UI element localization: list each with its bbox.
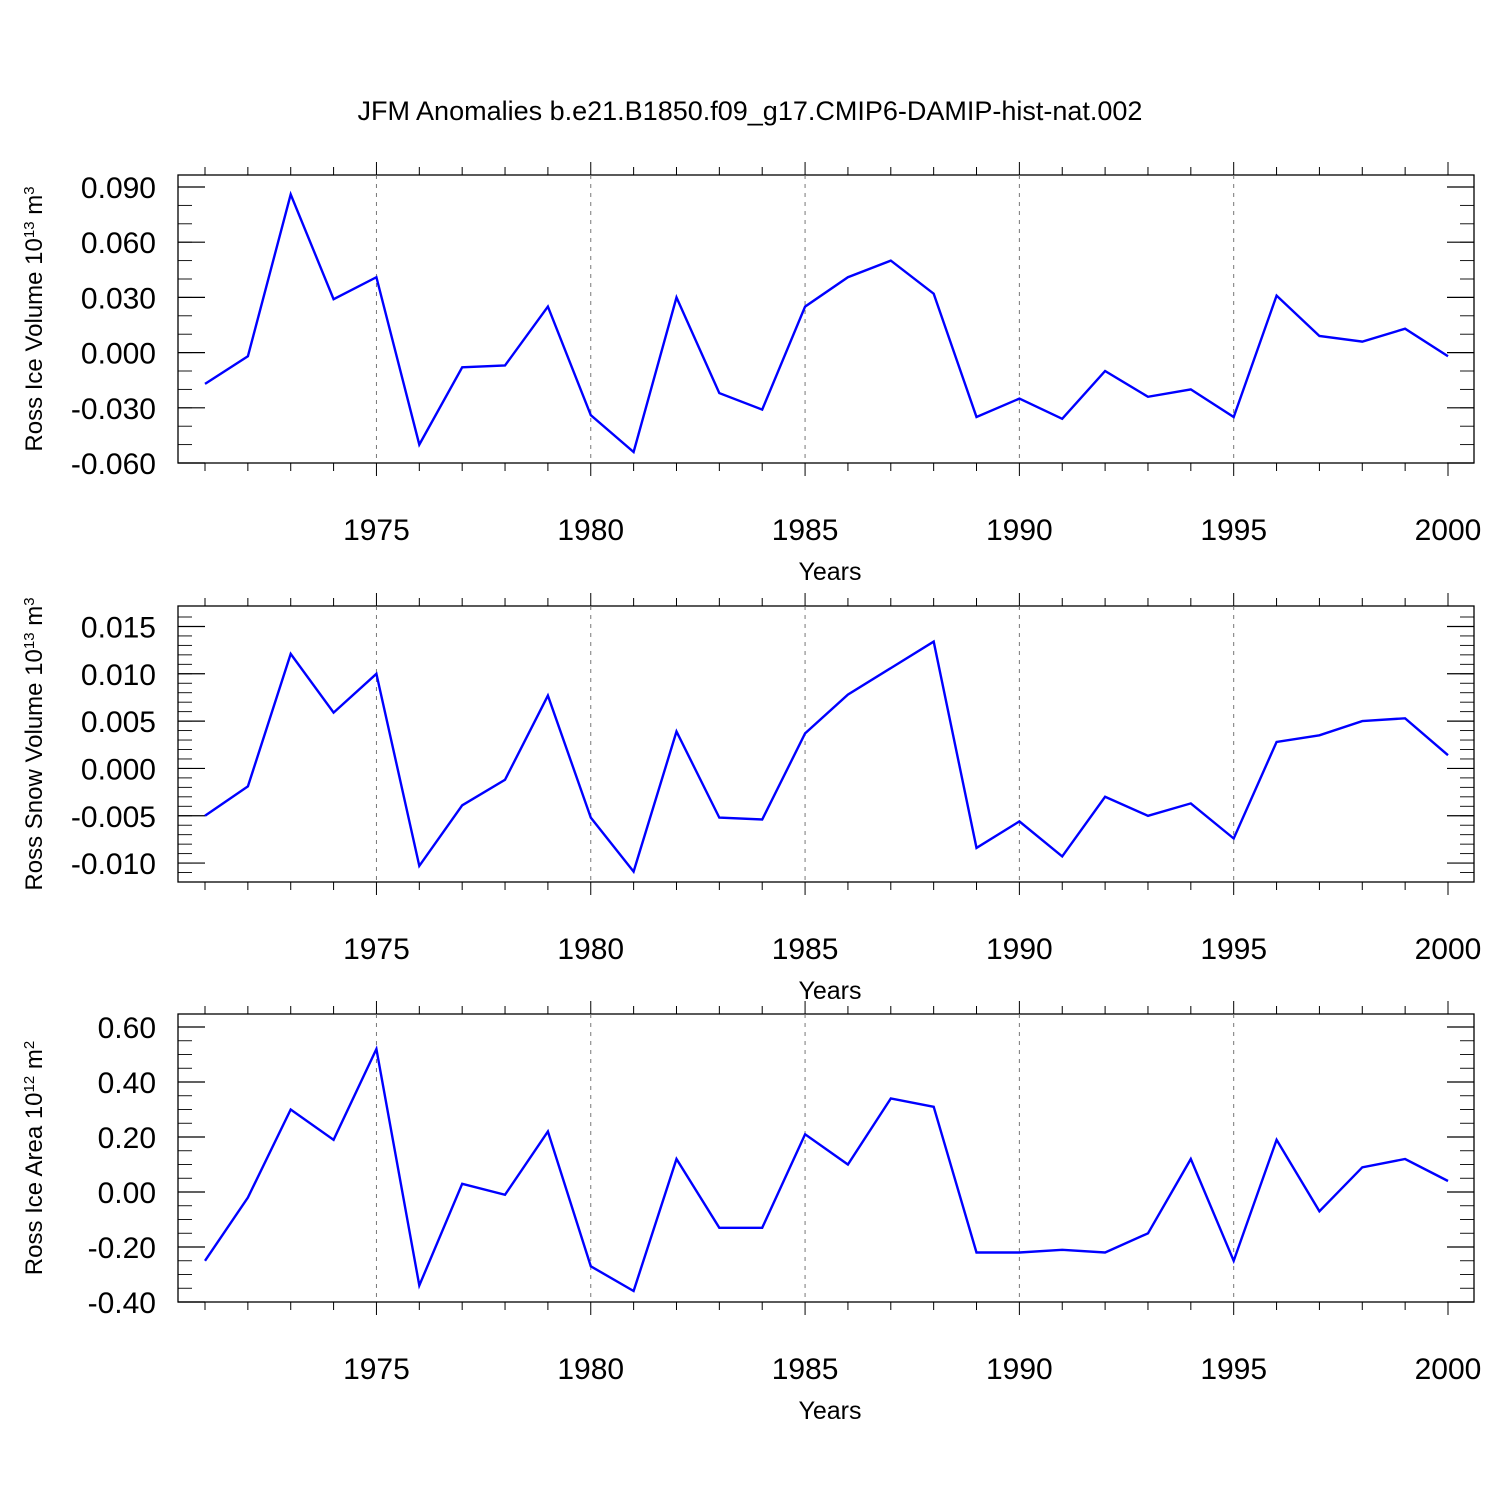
x-tick-label: 1975 <box>343 1353 410 1386</box>
x-tick-label: 1990 <box>986 933 1053 966</box>
series-line <box>204 639 1449 875</box>
x-tick-label: 1980 <box>557 933 624 966</box>
y-tick-label: 0.000 <box>81 753 156 786</box>
x-tick-label: 1995 <box>1200 514 1267 547</box>
x-axis-label: Years <box>798 977 861 1005</box>
x-tick-label: 1995 <box>1200 933 1267 966</box>
x-tick-label: 1990 <box>986 514 1053 547</box>
y-tick-label: -0.030 <box>71 393 156 426</box>
x-tick-label: 1990 <box>986 1353 1053 1386</box>
y-tick-label: 0.000 <box>81 338 156 371</box>
chart-title: JFM Anomalies b.e21.B1850.f09_g17.CMIP6-… <box>357 96 1143 126</box>
y-axis-label: Ross Ice Volume 1013 m3 <box>21 186 49 451</box>
y-tick-label: 0.005 <box>81 706 156 739</box>
plot-frame <box>177 1013 1475 1303</box>
y-tick-label: 0.00 <box>98 1177 156 1210</box>
x-tick-label: 1975 <box>343 514 410 547</box>
y-tick-label: 0.090 <box>81 172 156 205</box>
x-tick-label: 2000 <box>1415 1353 1482 1386</box>
series-line <box>204 1045 1449 1293</box>
plot-frame <box>177 174 1475 464</box>
y-tick-label: 0.015 <box>81 611 156 644</box>
chart-panel-2: 1975 1980 1985 1990 1995 2000 Years -0.010 -0.00… <box>21 593 1482 1005</box>
x-tick-label: 1985 <box>772 933 839 966</box>
y-axis-label: Ross Snow Volume 1013 m3 <box>21 597 49 890</box>
y-tick-label: 0.030 <box>81 282 156 315</box>
y-tick-label: -0.010 <box>71 848 156 881</box>
x-tick-label: 1985 <box>772 514 839 547</box>
y-tick-label: -0.40 <box>88 1287 156 1320</box>
y-tick-label: 0.60 <box>98 1012 156 1045</box>
chart-panel-1: 1975 1980 1985 1990 1995 2000 Years -0.060 -0.03… <box>21 162 1482 586</box>
y-tick-label: 0.20 <box>98 1122 156 1155</box>
x-axis-label: Years <box>798 558 861 586</box>
x-tick-label: 2000 <box>1415 514 1482 547</box>
x-tick-label: 1985 <box>772 1353 839 1386</box>
y-tick-label: 0.010 <box>81 659 156 692</box>
y-tick-label: -0.005 <box>71 801 156 834</box>
x-tick-label: 1980 <box>557 514 624 547</box>
x-tick-label: 1980 <box>557 1353 624 1386</box>
x-tick-label: 1975 <box>343 933 410 966</box>
y-tick-label: 0.40 <box>98 1067 156 1100</box>
y-axis-label: Ross Ice Area 1012 m2 <box>21 1041 49 1275</box>
y-tick-label: 0.060 <box>81 227 156 260</box>
chart-panel-3: 1975 1980 1985 1990 1995 2000 Years -0.40 -0.20 0… <box>21 1001 1482 1425</box>
series-line <box>204 190 1449 455</box>
x-tick-label: 2000 <box>1415 933 1482 966</box>
y-tick-label: -0.20 <box>88 1232 156 1265</box>
x-tick-label: 1995 <box>1200 1353 1267 1386</box>
plot-frame <box>177 605 1475 883</box>
x-axis-label: Years <box>798 1397 861 1425</box>
y-tick-label: -0.060 <box>71 448 156 481</box>
